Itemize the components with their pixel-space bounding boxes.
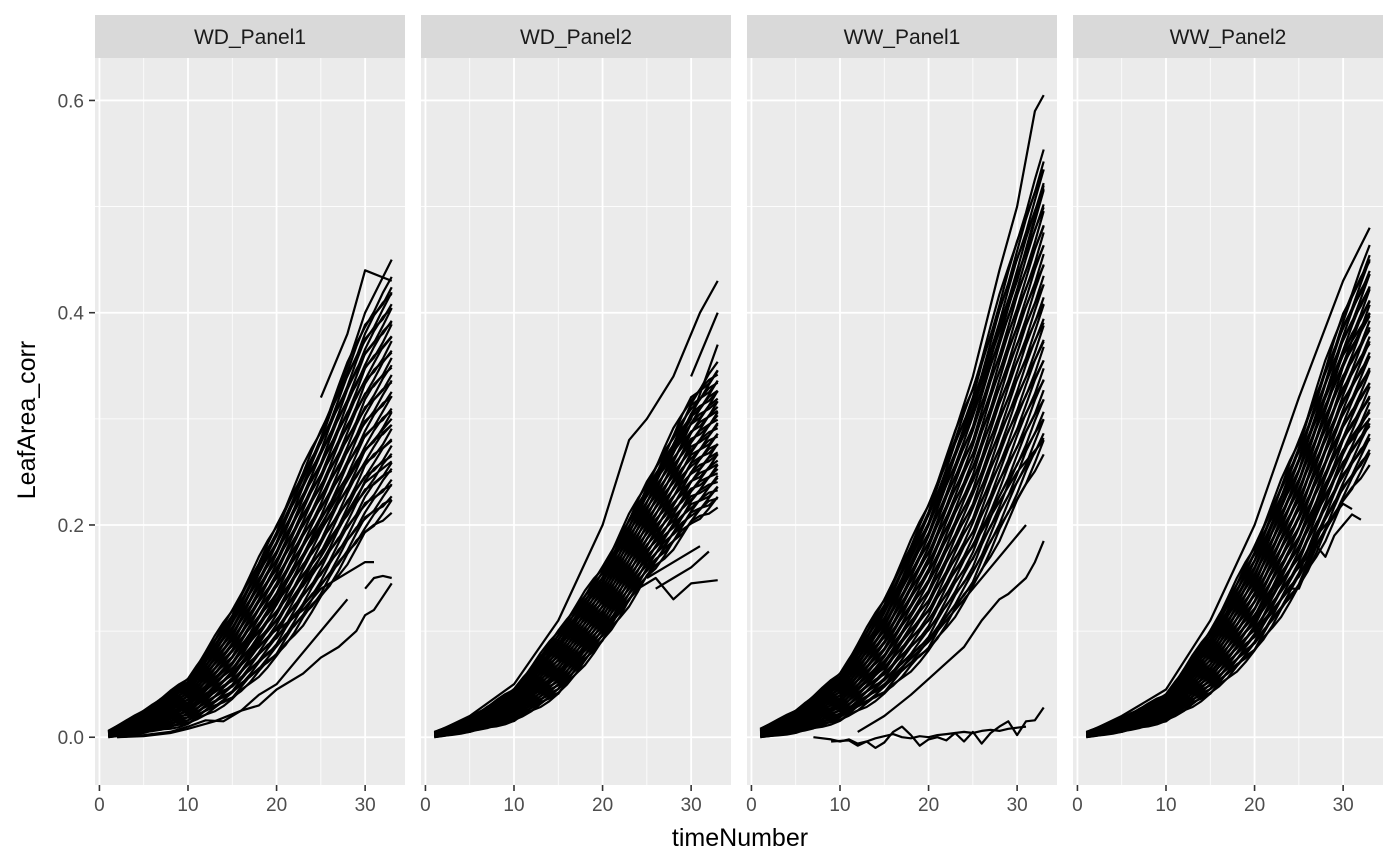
series-line: [760, 439, 1045, 739]
facet-strip-label: WW_Panel2: [1170, 26, 1287, 49]
series-line: [433, 280, 719, 734]
facet-strip: [95, 15, 405, 58]
x-tick-label: 10: [1155, 795, 1176, 816]
series-line: [107, 276, 393, 732]
y-tick-label: 0.4: [58, 304, 85, 325]
x-tick-label: 0: [1072, 795, 1083, 816]
y-tick-label: 0.6: [58, 91, 84, 112]
y-tick-label: 0.0: [58, 728, 84, 749]
series-line: [760, 439, 1045, 737]
series-line: [108, 460, 393, 737]
series-line: [1085, 244, 1371, 734]
facet-strip: [421, 15, 731, 58]
series-line: [433, 344, 719, 736]
series-line: [1298, 502, 1353, 569]
x-tick-label: 30: [1007, 795, 1028, 816]
facet-strip: [747, 15, 1057, 58]
series-line: [275, 560, 374, 632]
series-line: [107, 259, 393, 734]
y-axis: 0.0 0.2 0.4 0.6: [58, 91, 95, 749]
facet-strip: [1073, 15, 1383, 58]
series-line: [108, 418, 393, 736]
series-line: [759, 149, 1045, 730]
x-tick-label: 20: [918, 795, 939, 816]
series-line: [857, 540, 1045, 733]
series-line: [759, 185, 1045, 735]
x-tick-label: 10: [829, 795, 850, 816]
facet-panel-2: WD_Panel2 0 10 20 30: [420, 15, 731, 816]
series-line: [646, 545, 701, 579]
series-line: [831, 706, 1045, 750]
series-line: [655, 550, 710, 590]
facet-panel-1: WD_Panel1 0 10 20 30: [94, 15, 405, 816]
x-tick-label: 20: [1244, 795, 1265, 816]
y-tick-label: 0.2: [58, 516, 84, 537]
facet-strip-label: WD_Panel1: [194, 26, 306, 49]
facet-panel-3: WW_Panel1 0 10 20 30: [746, 15, 1057, 816]
x-axis-title: timeNumber: [672, 824, 808, 852]
x-tick-label: 30: [1333, 795, 1354, 816]
x-tick-label: 0: [746, 795, 757, 816]
series-line: [434, 576, 718, 737]
series-line: [319, 269, 393, 399]
x-tick-label: 30: [681, 795, 702, 816]
y-axis-title: LeafArea_corr: [13, 341, 41, 499]
series-line: [760, 524, 1027, 738]
series-line: [108, 483, 393, 738]
facet-panel-4: WW_Panel2 0 10 20 30: [1072, 15, 1383, 816]
series-line: [1085, 312, 1371, 736]
facet-strip-label: WD_Panel2: [520, 26, 632, 49]
x-tick-label: 10: [503, 795, 524, 816]
series-line: [364, 574, 392, 590]
series-line: [759, 304, 1045, 735]
x-tick-label: 0: [420, 795, 431, 816]
series-line: [107, 395, 393, 736]
x-tick-label: 30: [355, 795, 376, 816]
x-tick-label: 20: [266, 795, 287, 816]
series-line: [108, 499, 393, 739]
series-line: [117, 582, 393, 739]
x-tick-label: 20: [592, 795, 613, 816]
series-line: [1085, 227, 1371, 734]
series-line: [759, 94, 1045, 733]
series-line: [1086, 418, 1371, 737]
x-tick-label: 0: [94, 795, 105, 816]
series-line: [1253, 513, 1362, 632]
x-tick-label: 10: [177, 795, 198, 816]
series-line: [690, 312, 719, 377]
series-line: [813, 725, 1027, 745]
series-line: [433, 361, 719, 734]
facet-strip-label: WW_Panel1: [844, 26, 961, 49]
